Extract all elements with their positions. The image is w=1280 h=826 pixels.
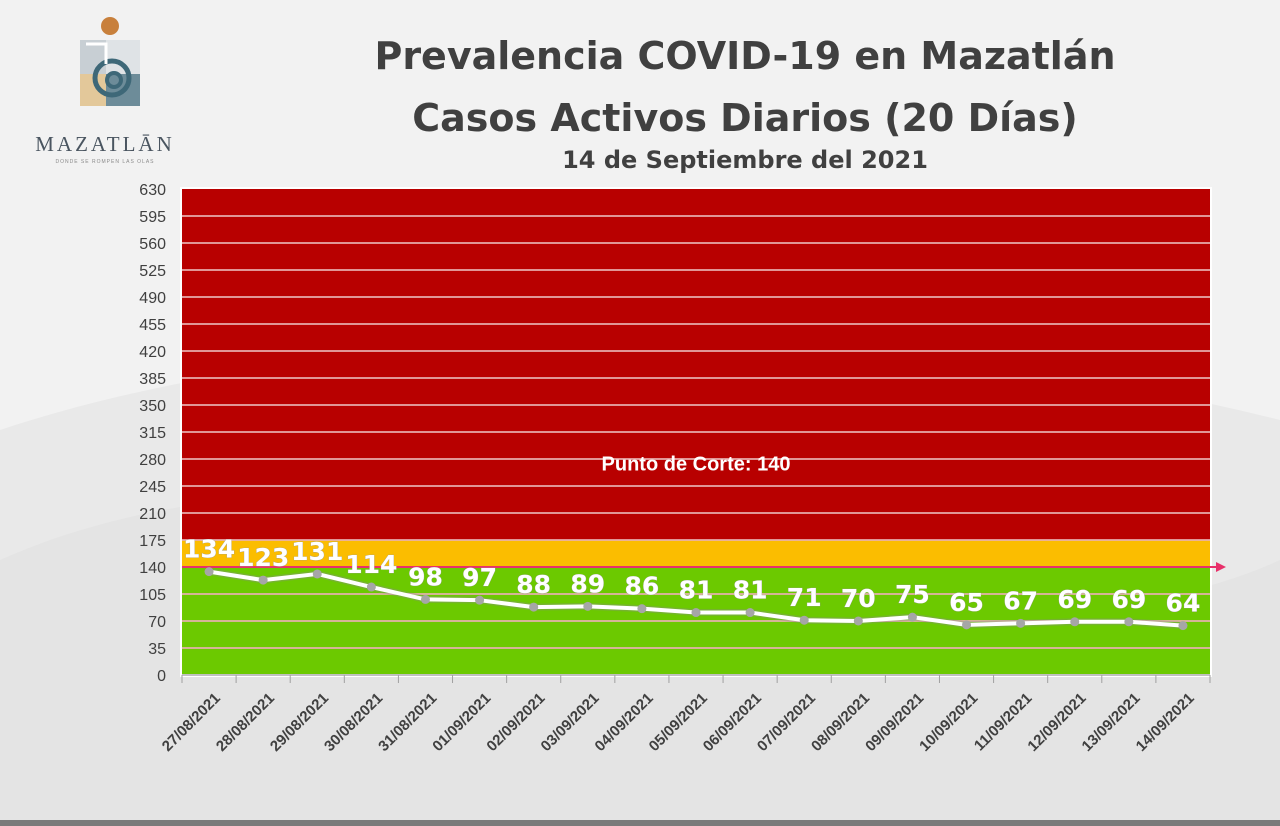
y-tick-label: 245 bbox=[139, 479, 166, 496]
data-point bbox=[691, 608, 701, 618]
y-tick-label: 595 bbox=[139, 209, 166, 226]
data-label: 88 bbox=[516, 570, 551, 599]
data-point bbox=[1016, 618, 1026, 628]
zone-band-1 bbox=[182, 540, 1210, 567]
y-tick-label: 455 bbox=[139, 317, 166, 334]
data-label: 65 bbox=[949, 588, 984, 617]
data-point bbox=[1070, 617, 1080, 627]
y-tick-label: 525 bbox=[139, 263, 166, 280]
chart-subtitle: Casos Activos Diarios (20 Días) bbox=[412, 96, 1078, 140]
y-tick-label: 210 bbox=[139, 506, 166, 523]
data-point bbox=[1178, 621, 1188, 631]
data-point bbox=[366, 582, 376, 592]
y-tick-label: 0 bbox=[157, 668, 166, 685]
data-label: 70 bbox=[841, 584, 876, 613]
y-tick-label: 105 bbox=[139, 587, 166, 604]
data-label: 98 bbox=[408, 562, 443, 591]
data-label: 64 bbox=[1166, 589, 1201, 618]
logo-wordmark: MAZATLĀN bbox=[35, 132, 175, 156]
y-tick-label: 315 bbox=[139, 425, 166, 442]
data-label: 69 bbox=[1111, 585, 1146, 614]
x-tick-label: 14/09/2021 bbox=[1133, 690, 1198, 755]
mazatlan-logo: MAZATLĀN DONDE SE ROMPEN LAS OLAS bbox=[30, 14, 180, 174]
y-tick-label: 175 bbox=[139, 533, 166, 550]
data-label: 75 bbox=[895, 580, 930, 609]
data-point bbox=[1124, 617, 1134, 627]
y-tick-label: 35 bbox=[148, 641, 166, 658]
data-label: 71 bbox=[787, 583, 822, 612]
y-tick-label: 630 bbox=[139, 182, 166, 199]
data-label: 131 bbox=[291, 537, 343, 566]
data-label: 86 bbox=[624, 572, 659, 601]
data-point bbox=[204, 567, 214, 577]
data-point bbox=[799, 615, 809, 625]
logo-emblem-icon bbox=[80, 17, 140, 106]
logo-tagline: DONDE SE ROMPEN LAS OLAS bbox=[55, 159, 155, 165]
zone-band-2 bbox=[182, 189, 1210, 540]
y-tick-label: 350 bbox=[139, 398, 166, 415]
y-tick-label: 420 bbox=[139, 344, 166, 361]
y-tick-label: 70 bbox=[148, 614, 166, 631]
data-point bbox=[258, 575, 268, 585]
data-label: 134 bbox=[183, 535, 235, 564]
data-point bbox=[583, 601, 593, 611]
data-label: 89 bbox=[570, 569, 605, 598]
y-tick-label: 385 bbox=[139, 371, 166, 388]
data-point bbox=[745, 608, 755, 618]
data-label: 69 bbox=[1057, 585, 1092, 614]
y-tick-label: 280 bbox=[139, 452, 166, 469]
data-point bbox=[312, 569, 322, 579]
chart-title: Prevalencia COVID-19 en Mazatlán bbox=[374, 34, 1116, 78]
data-label: 123 bbox=[237, 543, 289, 572]
bottom-divider bbox=[0, 820, 1280, 826]
data-point bbox=[529, 602, 539, 612]
data-point bbox=[637, 604, 647, 614]
chart-date: 14 de Septiembre del 2021 bbox=[562, 146, 928, 174]
cutoff-arrow bbox=[1216, 562, 1226, 572]
cutoff-label: Punto de Corte: 140 bbox=[602, 454, 791, 476]
data-point bbox=[420, 594, 430, 604]
data-label: 81 bbox=[733, 576, 768, 605]
data-label: 114 bbox=[345, 550, 397, 579]
x-tick-label: 10/09/2021 bbox=[916, 690, 981, 755]
y-tick-label: 560 bbox=[139, 236, 166, 253]
data-label: 67 bbox=[1003, 586, 1038, 615]
data-label: 81 bbox=[679, 576, 714, 605]
y-tick-label: 490 bbox=[139, 290, 166, 307]
data-label: 97 bbox=[462, 563, 497, 592]
y-tick-label: 140 bbox=[139, 560, 166, 577]
data-point bbox=[853, 616, 863, 626]
data-point bbox=[962, 620, 972, 630]
data-point bbox=[475, 595, 485, 605]
data-point bbox=[907, 612, 917, 622]
